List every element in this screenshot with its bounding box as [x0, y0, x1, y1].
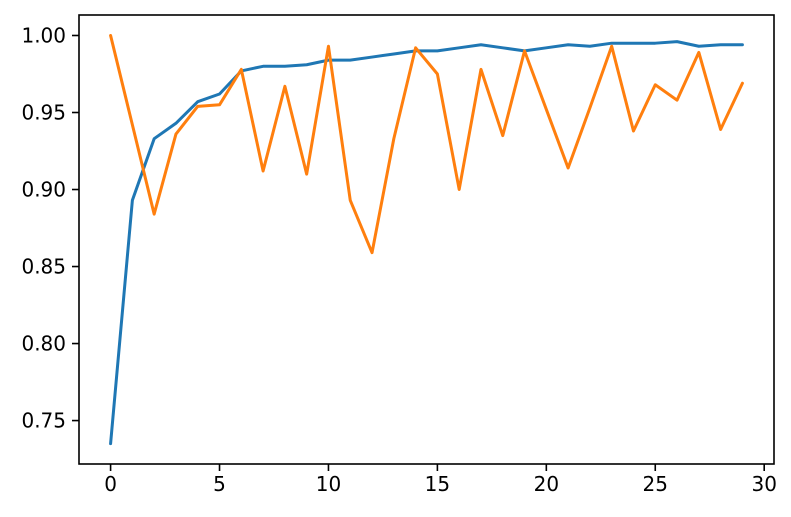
- x-axis-tick-label: 20: [534, 472, 559, 496]
- x-axis-tick-label: 15: [425, 472, 450, 496]
- x-axis-tick-label: 25: [643, 472, 668, 496]
- orange-series-line: [109, 33, 744, 255]
- x-axis-tick-label: 5: [213, 472, 226, 496]
- plot-border: [78, 14, 775, 465]
- y-axis-tick-label: 0.75: [21, 409, 66, 433]
- x-axis-tick-label: 10: [316, 472, 341, 496]
- blue-series-line: [109, 40, 744, 446]
- y-axis-tick-label: 0.90: [21, 178, 66, 202]
- y-axis-tick-label: 0.80: [21, 332, 66, 356]
- y-axis-tick-label: 0.95: [21, 101, 66, 125]
- y-axis-tick-label: 0.85: [21, 255, 66, 279]
- y-axis-tick-label: 1.00: [21, 23, 66, 47]
- x-axis-tick-label: 0: [104, 472, 117, 496]
- x-axis-tick-label: 30: [751, 472, 776, 496]
